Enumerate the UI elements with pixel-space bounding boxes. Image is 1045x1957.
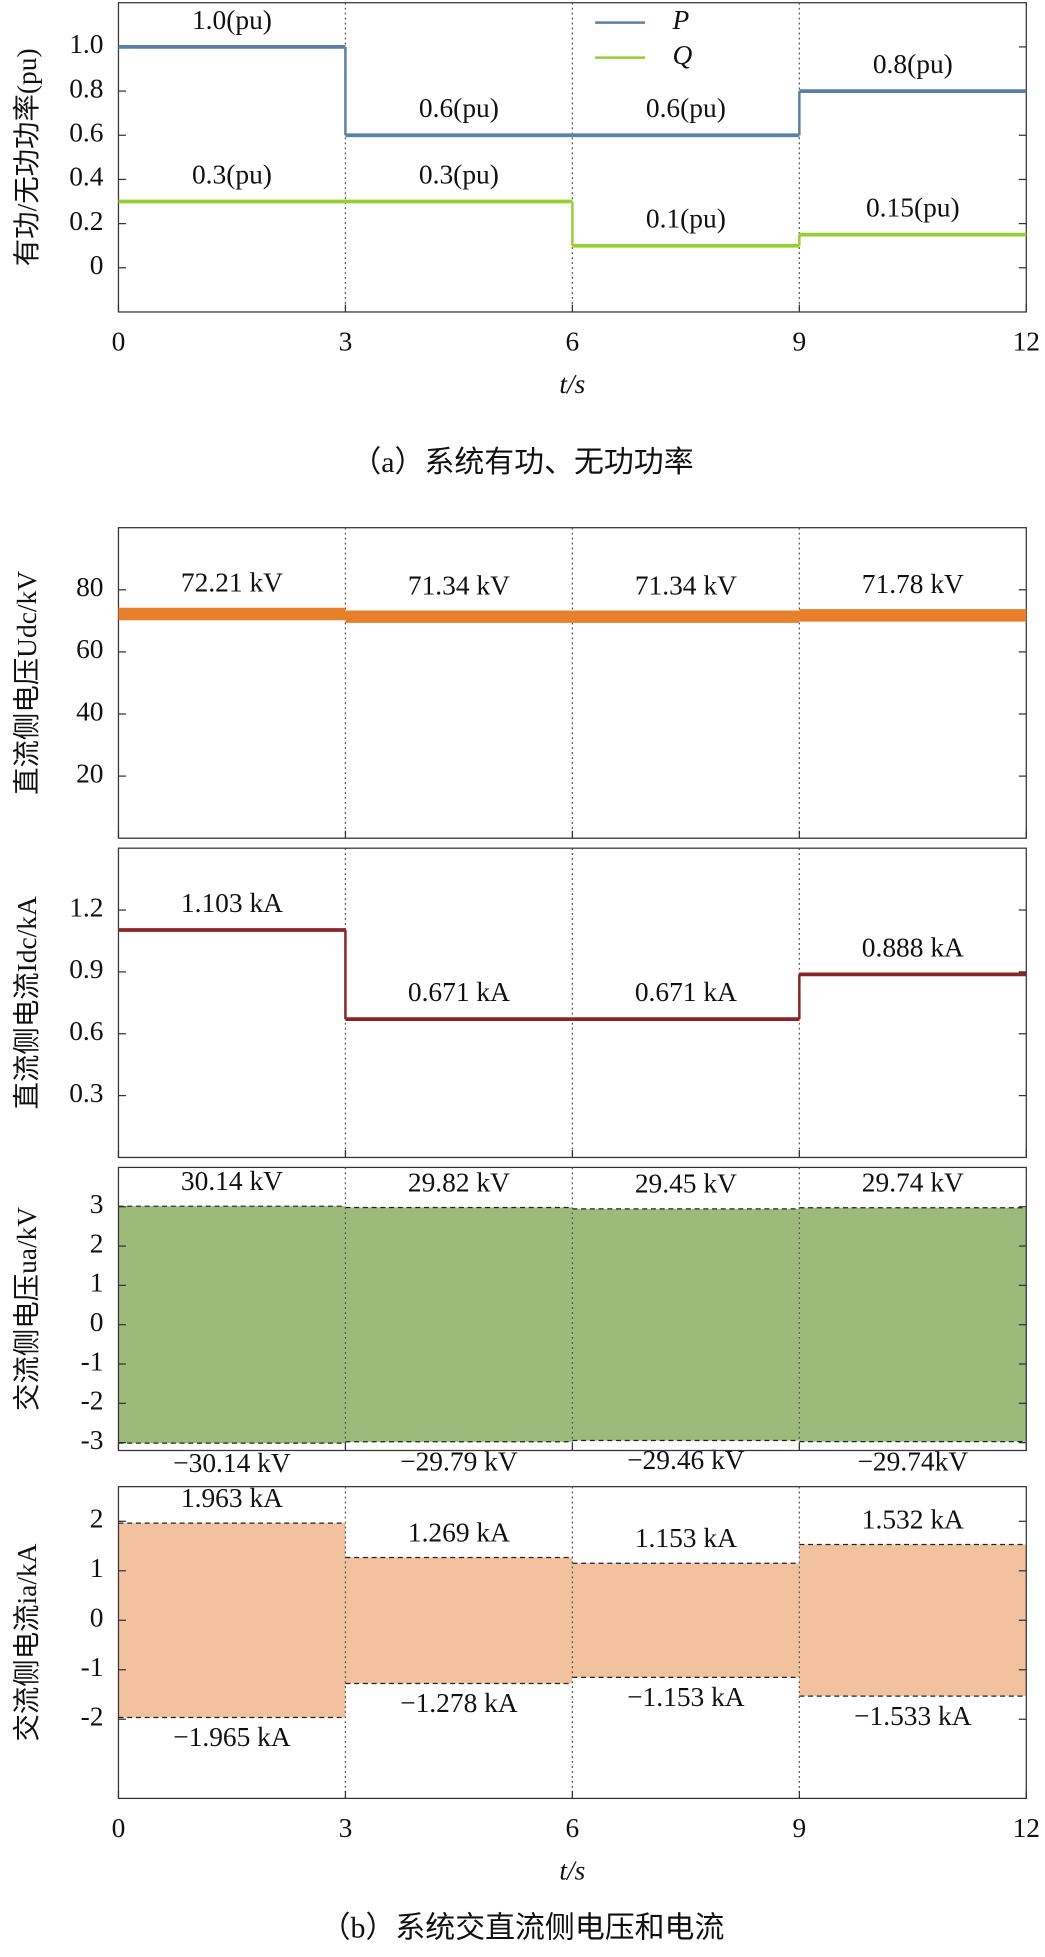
y-axis-label: 直流侧电流Idc/kA	[12, 896, 42, 1109]
y-tick-label: 40	[76, 696, 103, 726]
value-label: −1.965 kA	[173, 1722, 291, 1752]
value-label: −30.14 kV	[173, 1448, 291, 1478]
value-label: 0.6(pu)	[646, 93, 726, 123]
y-axis-label: 交流侧电流ia/kA	[12, 1543, 42, 1741]
value-label: 1.153 kA	[635, 1523, 737, 1553]
x-axis-label: t/s	[559, 369, 585, 399]
x-tick-label: 12	[1013, 1813, 1040, 1843]
value-label: 0.8(pu)	[873, 49, 953, 79]
x-tick-label: 3	[339, 327, 353, 357]
x-tick-label: 12	[1013, 327, 1040, 357]
envelope-band	[345, 1557, 573, 1684]
y-tick-label: 1	[90, 1553, 104, 1583]
envelope-band	[118, 1206, 346, 1444]
value-label: 29.45 kV	[635, 1169, 737, 1199]
y-tick-label: -1	[81, 1346, 104, 1376]
x-tick-label: 9	[792, 327, 806, 357]
y-tick-label: -2	[81, 1386, 104, 1416]
value-label: −29.74kV	[857, 1446, 968, 1476]
y-tick-label: 0.3	[69, 1078, 103, 1108]
y-tick-label: 0.2	[69, 206, 103, 236]
y-tick-label: -3	[81, 1425, 104, 1455]
y-tick-label: 1.0	[69, 29, 103, 59]
value-label: 0.671 kA	[635, 977, 737, 1007]
value-label: 1.963 kA	[181, 1483, 283, 1513]
y-tick-label: 0.4	[69, 162, 104, 192]
envelope-band	[572, 1208, 800, 1441]
y-tick-label: 20	[76, 758, 103, 788]
envelope-band	[345, 1207, 573, 1442]
value-label: 0.15(pu)	[866, 193, 960, 223]
value-label: 72.21 kV	[181, 568, 283, 598]
caption: （a）系统有功、无功功率	[351, 446, 693, 479]
y-tick-label: 0.6	[69, 1016, 103, 1046]
y-tick-label: 0.9	[69, 954, 103, 984]
x-tick-label: 0	[112, 327, 126, 357]
value-label: −1.153 kA	[627, 1682, 745, 1712]
value-label: 29.82 kV	[408, 1167, 510, 1197]
y-tick-label: 0	[90, 1603, 104, 1633]
y-tick-label: 80	[76, 572, 103, 602]
x-axis-label: t/s	[559, 1856, 585, 1886]
value-label: 71.34 kV	[408, 570, 510, 600]
legend-label: Q	[672, 40, 692, 70]
envelope-band	[118, 1523, 346, 1718]
y-tick-label: 60	[76, 634, 103, 664]
value-label: −29.79 kV	[400, 1447, 518, 1477]
value-label: 71.78 kV	[862, 569, 964, 599]
y-tick-label: 2	[90, 1504, 104, 1534]
value-label: 1.0(pu)	[192, 5, 272, 35]
y-tick-label: 0.8	[69, 73, 103, 103]
y-tick-label: -1	[81, 1652, 104, 1682]
x-tick-label: 0	[112, 1813, 126, 1843]
y-tick-label: 0	[90, 250, 104, 280]
x-tick-label: 6	[566, 1813, 580, 1843]
value-label: −29.46 kV	[627, 1445, 745, 1475]
value-label: 71.34 kV	[635, 570, 737, 600]
x-tick-label: 9	[792, 1813, 806, 1843]
y-axis-label: 有功/无功功率(pu)	[12, 48, 42, 266]
value-label: −1.278 kA	[400, 1688, 518, 1718]
envelope-band	[572, 1563, 800, 1678]
value-label: 0.671 kA	[408, 977, 510, 1007]
value-label: 0.1(pu)	[646, 204, 726, 234]
value-label: 1.269 kA	[408, 1517, 510, 1547]
value-label: 0.3(pu)	[192, 159, 272, 189]
value-label: 0.3(pu)	[419, 159, 499, 189]
value-label: 0.888 kA	[862, 932, 964, 962]
y-axis-label: 交流侧电压ua/kV	[12, 1207, 42, 1411]
envelope-band	[799, 1207, 1027, 1442]
value-label: 1.532 kA	[862, 1504, 964, 1534]
y-tick-label: 1	[90, 1268, 104, 1298]
x-tick-label: 3	[339, 1813, 353, 1843]
y-tick-label: 3	[90, 1189, 104, 1219]
value-label: 29.74 kV	[862, 1168, 964, 1198]
envelope-band	[799, 1544, 1027, 1697]
y-axis-label: 直流侧电压Udc/kV	[12, 571, 42, 795]
y-tick-label: 0	[90, 1307, 104, 1337]
value-label: −1.533 kA	[854, 1701, 972, 1731]
y-tick-label: -2	[81, 1702, 104, 1732]
y-tick-label: 0.6	[69, 118, 103, 148]
x-tick-label: 6	[566, 327, 580, 357]
value-label: 30.14 kV	[181, 1166, 283, 1196]
y-tick-label: 1.2	[69, 892, 103, 922]
value-label: 0.6(pu)	[419, 93, 499, 123]
legend-label: P	[671, 5, 689, 35]
value-label: 1.103 kA	[181, 888, 283, 918]
y-tick-label: 2	[90, 1228, 104, 1258]
caption: （b）系统交直流侧电压和电流	[321, 1911, 725, 1944]
